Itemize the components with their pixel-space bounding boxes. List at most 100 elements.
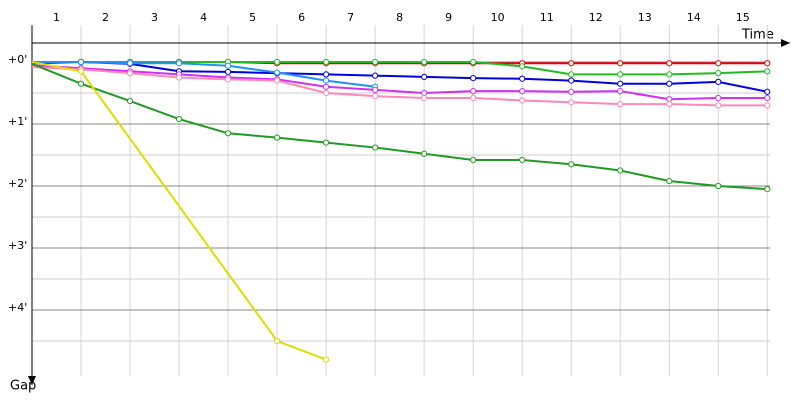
point — [224, 68, 232, 76]
x-tick-label: 15 — [736, 11, 750, 24]
point — [666, 101, 673, 108]
point — [372, 144, 379, 151]
point — [617, 71, 624, 78]
point — [519, 156, 526, 164]
point — [470, 94, 477, 102]
point — [715, 78, 722, 85]
point — [273, 77, 281, 84]
y-axis-arrow — [28, 376, 36, 385]
point — [323, 89, 330, 97]
point — [568, 60, 575, 67]
point — [273, 58, 281, 66]
point — [421, 58, 428, 66]
x-tick-label: 4 — [200, 11, 207, 24]
point — [764, 102, 771, 109]
point — [224, 130, 232, 137]
series-line — [31, 64, 768, 101]
series-line — [31, 61, 327, 361]
point — [372, 86, 379, 94]
point — [470, 88, 477, 95]
series-line — [32, 61, 376, 88]
x-axis-title: Time — [741, 28, 774, 43]
point — [715, 94, 722, 102]
point — [666, 96, 673, 103]
y-tick-label: +3' — [8, 239, 27, 252]
y-tick-label: +2' — [8, 177, 27, 190]
point — [175, 60, 183, 67]
point — [519, 63, 526, 70]
point — [764, 94, 771, 102]
point — [273, 337, 281, 345]
x-tick-label: 11 — [540, 11, 554, 24]
point — [666, 80, 673, 87]
point — [617, 101, 624, 108]
point — [568, 77, 575, 84]
point — [568, 88, 575, 95]
point — [421, 94, 428, 102]
point — [666, 60, 673, 67]
x-tick-label: 6 — [298, 11, 305, 24]
point — [126, 70, 134, 77]
x-tick-label: 8 — [396, 11, 403, 24]
point — [175, 74, 183, 81]
x-tick-label: 2 — [102, 11, 109, 24]
y-axis-title: Gap — [10, 379, 36, 394]
point — [470, 156, 477, 164]
point — [323, 58, 330, 66]
point — [764, 68, 771, 75]
point — [617, 167, 624, 174]
point — [519, 88, 526, 95]
point — [617, 88, 624, 95]
point — [372, 93, 379, 100]
point — [77, 58, 85, 66]
y-tick-label: +0' — [8, 53, 27, 66]
point — [323, 83, 330, 90]
y-tick-label: +4' — [8, 301, 27, 314]
series-line — [31, 62, 768, 191]
point — [421, 73, 428, 80]
point — [666, 71, 673, 78]
point — [764, 88, 771, 95]
point — [715, 182, 722, 190]
point — [273, 134, 281, 141]
point — [715, 102, 722, 109]
point — [126, 60, 134, 67]
point — [175, 115, 183, 123]
point — [470, 75, 477, 82]
point — [224, 76, 232, 83]
point — [715, 70, 722, 77]
point — [715, 60, 722, 67]
x-axis-arrow — [781, 39, 790, 47]
x-tick-label: 14 — [687, 11, 701, 24]
series-line — [32, 61, 768, 76]
point — [568, 161, 575, 168]
x-tick-label: 7 — [347, 11, 354, 24]
point — [421, 150, 428, 157]
point — [617, 80, 624, 87]
point — [764, 186, 771, 193]
point — [519, 75, 526, 82]
point — [126, 97, 134, 105]
point — [273, 69, 281, 76]
x-tick-label: 1 — [53, 11, 60, 24]
point — [519, 97, 526, 104]
point — [666, 177, 673, 185]
point — [372, 58, 379, 66]
x-tick-label: 9 — [445, 11, 452, 24]
point — [421, 89, 428, 97]
y-tick-label: +1' — [8, 115, 27, 128]
x-tick-label: 5 — [249, 11, 256, 24]
series-line — [31, 65, 768, 107]
point — [764, 60, 771, 67]
point — [323, 139, 330, 146]
point — [617, 60, 624, 67]
point — [323, 71, 330, 78]
point — [77, 80, 85, 87]
point — [224, 62, 232, 69]
x-tick-label: 3 — [151, 11, 158, 24]
point — [323, 77, 330, 84]
point — [77, 68, 85, 75]
point — [568, 99, 575, 106]
point — [470, 58, 477, 66]
